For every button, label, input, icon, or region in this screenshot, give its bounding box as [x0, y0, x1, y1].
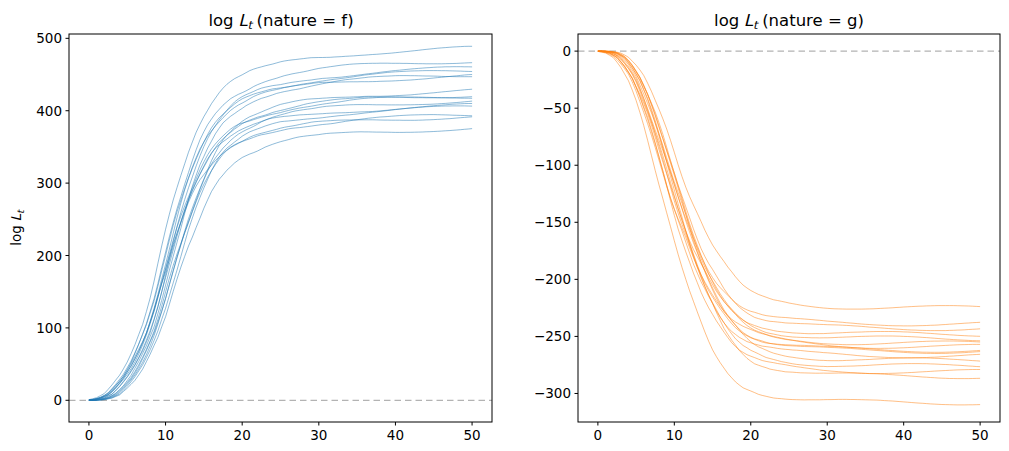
svg-text:50: 50	[463, 427, 480, 443]
ylabel-variable: L	[8, 214, 24, 222]
svg-text:10: 10	[157, 427, 174, 443]
svg-text:−100: −100	[534, 157, 571, 173]
panel-f-title: log Lt (nature = f)	[208, 11, 353, 32]
svg-text:10: 10	[666, 427, 683, 443]
svg-text:20: 20	[234, 427, 251, 443]
svg-text:0: 0	[562, 43, 571, 59]
svg-text:30: 30	[310, 427, 327, 443]
svg-text:−250: −250	[534, 328, 571, 344]
svg-text:100: 100	[36, 320, 62, 336]
ylabel-subscript: t	[15, 210, 26, 214]
svg-text:40: 40	[387, 427, 404, 443]
ylabel-log: log	[8, 225, 24, 246]
svg-text:40: 40	[895, 427, 912, 443]
title-g-subscript: t	[753, 18, 758, 32]
svg-text:30: 30	[819, 427, 836, 443]
svg-text:0: 0	[53, 392, 62, 408]
svg-text:50: 50	[972, 427, 989, 443]
title-g-log: log	[714, 11, 739, 30]
svg-text:−200: −200	[534, 271, 571, 287]
svg-text:0: 0	[85, 427, 94, 443]
y-axis-label: log Lt	[8, 210, 25, 246]
svg-text:−50: −50	[543, 100, 572, 116]
title-f-log: log	[208, 11, 233, 30]
title-f-subscript: t	[247, 18, 252, 32]
svg-text:400: 400	[36, 103, 62, 119]
svg-text:−300: −300	[534, 385, 571, 401]
title-g-suffix: (nature = g)	[762, 11, 864, 30]
svg-text:500: 500	[36, 30, 62, 46]
title-f-variable: L	[238, 11, 247, 30]
chart-canvas: 010203040500100200300400500010203040500−…	[0, 0, 1009, 451]
svg-text:0: 0	[594, 427, 603, 443]
svg-text:20: 20	[742, 427, 759, 443]
svg-text:−150: −150	[534, 214, 571, 230]
title-g-variable: L	[744, 11, 753, 30]
svg-text:200: 200	[36, 248, 62, 264]
title-f-suffix: (nature = f)	[257, 11, 354, 30]
panel-g-title: log Lt (nature = g)	[714, 11, 864, 32]
svg-text:300: 300	[36, 175, 62, 191]
figure: 010203040500100200300400500010203040500−…	[0, 0, 1009, 451]
